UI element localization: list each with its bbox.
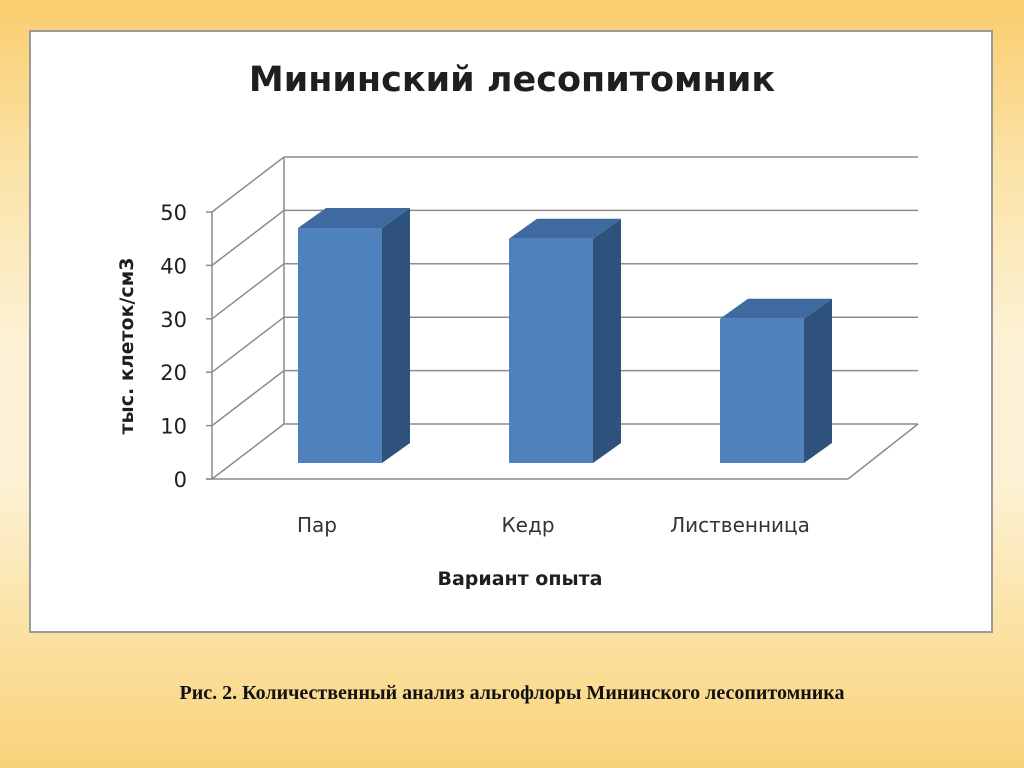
gridline-diagonal: [211, 263, 285, 320]
bar-top: [720, 298, 832, 319]
gridline-diagonal: [211, 370, 285, 427]
gridline-diagonal: [211, 423, 285, 480]
y-tick-label: 50: [160, 201, 187, 225]
chart-title: Мининский лесопитомник: [248, 60, 776, 100]
x-category-labels: Пар Кедр Лиственница: [297, 513, 810, 537]
y-tick-label: 20: [160, 361, 187, 385]
x-category-label: Лиственница: [670, 513, 810, 537]
x-category-label: Пар: [297, 513, 337, 537]
x-category-label: Кедр: [501, 513, 554, 537]
x-axis-label: Вариант опыта: [437, 568, 603, 590]
bar-front: [509, 238, 593, 463]
bar-top: [298, 208, 410, 229]
gridline-diagonal: [211, 316, 285, 373]
gridline-diagonal: [211, 209, 285, 266]
bar-side: [804, 298, 832, 463]
y-tick-label: 40: [160, 254, 187, 278]
y-tick-labels: 0 10 20 30 40 50: [160, 201, 212, 492]
bars: [298, 208, 832, 463]
bar-front: [720, 318, 804, 463]
y-tick-label: 30: [160, 308, 187, 332]
figure-caption: Рис. 2. Количественный анализ альгофлоры…: [179, 682, 845, 704]
floor-right-edge: [847, 423, 919, 480]
y-tick-label: 0: [174, 468, 187, 492]
y-tick-label: 10: [160, 415, 187, 439]
axes: [206, 157, 919, 480]
gridline-diagonal: [211, 156, 285, 213]
bar: [298, 208, 410, 463]
bar-front: [298, 228, 382, 463]
bar-side: [382, 208, 410, 463]
bar: [720, 298, 832, 463]
bar: [509, 218, 621, 463]
y-axis-label: тыс. клеток/см3: [116, 257, 138, 435]
bar-top: [509, 218, 621, 239]
bar-side: [593, 218, 621, 463]
